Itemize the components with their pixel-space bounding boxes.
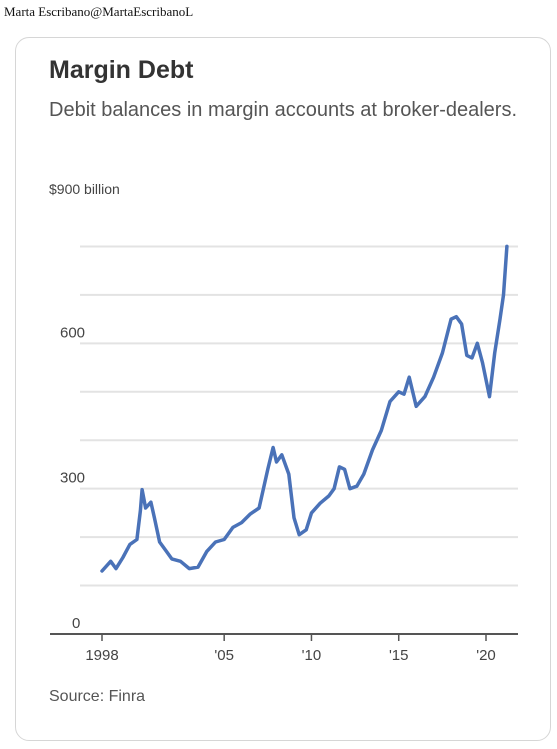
x-tick-label: '05	[214, 647, 234, 664]
y-tick-labels: 300 600 0	[60, 324, 85, 632]
x-tick-label: 1998	[85, 647, 118, 664]
y-tick-label: 600	[60, 324, 85, 341]
series-line-group	[100, 244, 509, 573]
x-axis	[50, 633, 518, 641]
source-note: Source: Finra	[49, 688, 146, 705]
margin-debt-line	[100, 244, 509, 573]
y-tick-label: 300	[60, 470, 85, 487]
y-axis-unit-label: $900 billion	[49, 181, 120, 197]
x-tick-label: '10	[302, 647, 322, 664]
chart-card	[15, 37, 551, 741]
x-tick-label: '15	[389, 647, 409, 664]
y-tick-label: 0	[72, 615, 80, 632]
x-tick-labels: 1998 '05 '10 '15 '20	[85, 647, 495, 664]
chart-title: Margin Debt	[49, 56, 194, 84]
x-tick-label: '20	[476, 647, 496, 664]
chart-subtitle: Debit balances in margin accounts at bro…	[49, 99, 518, 121]
tweet-byline: Marta Escribano@MartaEscribanoL	[4, 4, 194, 19]
